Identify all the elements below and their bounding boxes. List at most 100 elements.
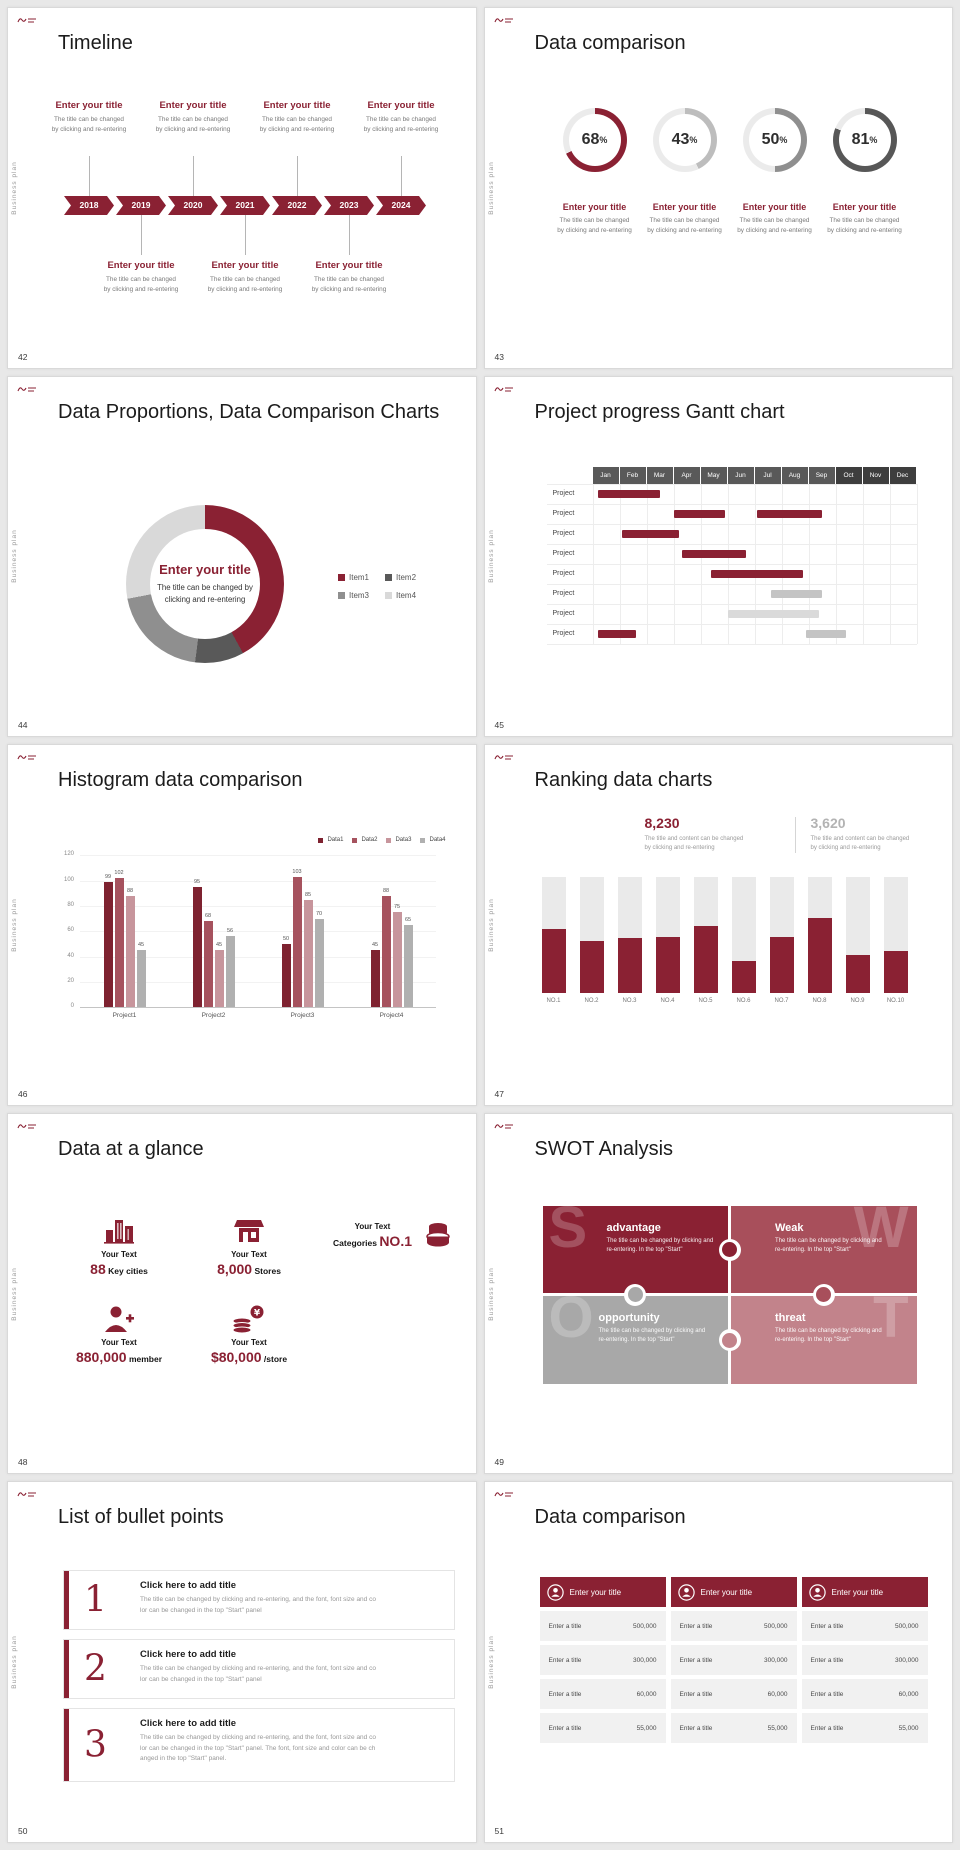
timeline-entry-desc: by clicking and re-entering <box>207 285 283 293</box>
progress-ring: 68% <box>562 108 627 172</box>
gantt-grid-line <box>546 523 917 525</box>
brand-logo <box>17 755 36 760</box>
bar-value-label: 65 <box>404 916 412 923</box>
row-value: 500,000 <box>895 1622 919 1630</box>
gantt-month-header: Oct <box>835 466 862 484</box>
slide-title: SWOT Analysis <box>534 1137 674 1160</box>
bar-value-label: 50 <box>282 935 290 942</box>
progress-ring: 43% <box>652 108 717 172</box>
timeline-entry: Enter your title The title can be changed… <box>294 260 404 295</box>
bar-fill <box>845 955 870 994</box>
slide-50-bullet-list[interactable]: Business plan List of bullet points 1 Cli… <box>7 1481 477 1843</box>
table-row: Enter a title 55,000 <box>670 1713 797 1744</box>
stat-desc: by clicking and re-entering <box>647 226 722 234</box>
chart-legend: Data1 Data2 Data3 Data4 <box>318 837 446 843</box>
row-value: 300,000 <box>633 1656 657 1664</box>
progress-value: 68 <box>581 131 600 148</box>
slide-42-timeline[interactable]: Business plan Timeline 2018 2019 2020 2021 2… <box>7 7 477 369</box>
bar <box>370 950 380 1008</box>
brand-logo <box>17 386 36 392</box>
slide-title: Histogram data comparison <box>58 769 303 792</box>
gantt-grid-line <box>546 643 917 645</box>
stat-title: Enter your title <box>742 202 807 212</box>
stat-label: Your Text <box>354 1221 391 1231</box>
slide-44-donut-chart[interactable]: Business plan Data Proportions, Data Com… <box>7 375 477 738</box>
slide-47-ranking-chart[interactable]: Business plan Ranking data charts 8,230 T… <box>483 744 953 1106</box>
table-header: Enter your title <box>801 1577 928 1608</box>
table-row: Enter a title 300,000 <box>539 1645 666 1676</box>
stat-text: Your Text 8,000 Stores <box>190 1250 308 1279</box>
bullet-accent-bar <box>64 1640 69 1699</box>
stat-small-label: Key cities <box>105 1265 148 1276</box>
gantt-month-header: Mar <box>646 466 673 484</box>
row-label: Enter a title <box>548 1622 582 1630</box>
bar-value-label: 45 <box>137 942 145 949</box>
gantt-month-header: Jun <box>727 466 754 484</box>
timeline-entry-title: Enter your title <box>367 100 435 111</box>
stat-big-value: $80,000 <box>210 1348 262 1365</box>
timeline-year-segment: 2020 <box>168 196 218 215</box>
timeline-entry-desc: by clicking and re-entering <box>103 285 179 293</box>
bar <box>381 895 391 1008</box>
timeline-year-segment: 2024 <box>376 196 426 215</box>
legend-item: Item4 <box>385 591 416 600</box>
bullet-desc: lor can be changed in the top "Start" pa… <box>140 1675 262 1683</box>
bar-value-label: 45 <box>371 942 379 949</box>
slide-51-data-tables[interactable]: Business plan Data comparison Enter your… <box>483 1481 953 1843</box>
bar-value-label: 45 <box>215 942 223 949</box>
donut-stat: 43% Enter your title The title can be chan… <box>637 108 733 236</box>
row-label: Enter a title <box>548 1724 582 1732</box>
row-label: Enter a title <box>679 1656 713 1664</box>
table-header: Enter your title <box>670 1577 797 1608</box>
progress-ring-hole: 81% <box>838 114 891 166</box>
slide-content: Enter your title Enter a title 500,000 Ente… <box>485 1482 953 1842</box>
puzzle-knob <box>718 1238 741 1261</box>
stat-desc: by clicking and re-entering <box>557 226 632 234</box>
legend-swatch <box>318 837 324 843</box>
bar-label: NO.8 <box>812 998 827 1005</box>
gantt-grid-line <box>862 483 864 644</box>
bar <box>136 950 146 1008</box>
bullet-content: Click here to add title The title can be … <box>140 1718 446 1764</box>
bar <box>392 912 402 1008</box>
timeline-entry-desc: by clicking and re-entering <box>311 285 387 293</box>
row-label: Enter a title <box>548 1656 582 1664</box>
legend-item: Data1 <box>318 837 343 843</box>
slide-content: 68% Enter your title The title can be chan… <box>485 8 953 368</box>
slide-48-data-glance[interactable]: Business plan Data at a glance Your Text… <box>7 1112 477 1475</box>
stat-value-line: 880,000 member <box>60 1349 178 1367</box>
slide-45-gantt-chart[interactable]: Business plan Project progress Gantt cha… <box>483 375 953 738</box>
y-axis-label: 120 <box>63 851 74 858</box>
row-value: 300,000 <box>895 1656 919 1664</box>
stat-big-value: NO.1 <box>379 1232 412 1249</box>
slide-46-histogram[interactable]: Business plan Histogram data comparison … <box>7 744 477 1106</box>
gantt-month-header: Aug <box>781 466 808 484</box>
slide-43-data-comparison[interactable]: Business plan Data comparison 68% Enter y… <box>483 7 953 369</box>
timeline-year-segment: 2021 <box>220 196 270 215</box>
donut-center-title: Enter your title <box>159 562 251 578</box>
stat-text: Your Text $80,000 /store <box>190 1338 308 1367</box>
legend-swatch <box>385 591 393 599</box>
legend-item: Data2 <box>352 837 377 843</box>
progress-value: 43 <box>671 131 690 148</box>
slide-number: 46 <box>18 1088 28 1099</box>
brand-logo <box>17 1124 36 1129</box>
stat-desc: The title can be changed <box>829 217 900 224</box>
legend-label: Item4 <box>396 590 417 600</box>
gridline <box>80 956 436 958</box>
slide-content: 8,230 The title and content can be change… <box>485 745 953 1105</box>
progress-percent-sign: % <box>689 135 698 145</box>
bullet-item: 1 Click here to add title The title can be… <box>63 1570 455 1631</box>
slide-content: Your Text 88 Key cities Your Text 8,000 Sto… <box>8 1114 476 1474</box>
bar-fill <box>541 929 566 994</box>
gantt-grid-line <box>546 503 917 505</box>
brand-logo <box>17 1492 36 1497</box>
slide-content: Enter your title The title can be changed… <box>8 377 476 737</box>
puzzle-knob-tab <box>722 1242 737 1258</box>
chart-legend: Item1 Item2 Item3 Item4 <box>338 573 416 600</box>
legend-item: Item2 <box>385 573 416 582</box>
bullet-numeral: 1 <box>84 1579 107 1621</box>
swot-letter: T <box>873 1296 909 1351</box>
